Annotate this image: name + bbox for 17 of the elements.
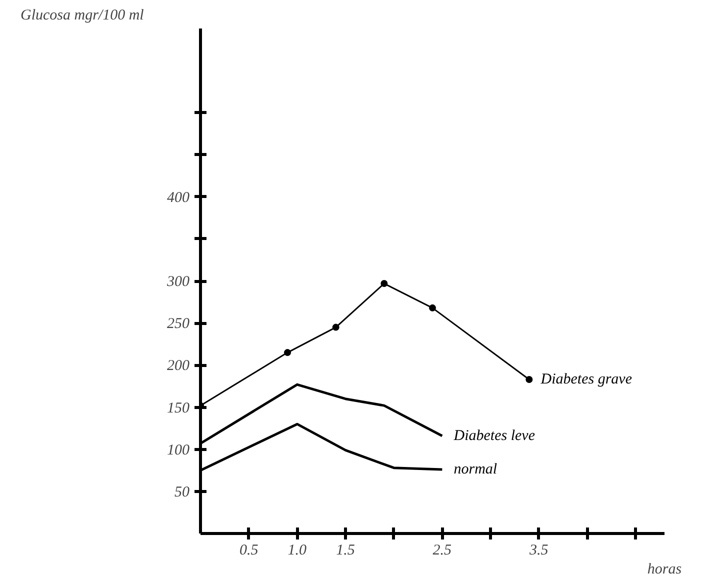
y-tick-label: 200	[167, 358, 190, 374]
series-label: normal	[454, 462, 498, 478]
y-tick-label: 400	[167, 190, 190, 206]
y-tick-label: 100	[167, 442, 190, 458]
x-tick-label: 1.5	[336, 542, 356, 558]
series-label: Diabetes grave	[540, 371, 632, 388]
x-tick-label: 3.5	[528, 542, 549, 558]
x-tick-label: 1.0	[288, 542, 308, 558]
y-axis-title: Glucosa mgr/100 ml	[20, 8, 144, 24]
series-label: Diabetes leve	[452, 428, 536, 444]
y-tick-label: 50	[174, 484, 190, 500]
y-tick-label: 250	[167, 316, 190, 332]
y-tick-label: 300	[166, 274, 190, 290]
x-axis-title: horas	[647, 562, 682, 578]
x-tick-label: 0.5	[239, 542, 259, 558]
y-tick-label: 150	[167, 400, 190, 416]
x-tick-label: 2.5	[432, 542, 452, 558]
